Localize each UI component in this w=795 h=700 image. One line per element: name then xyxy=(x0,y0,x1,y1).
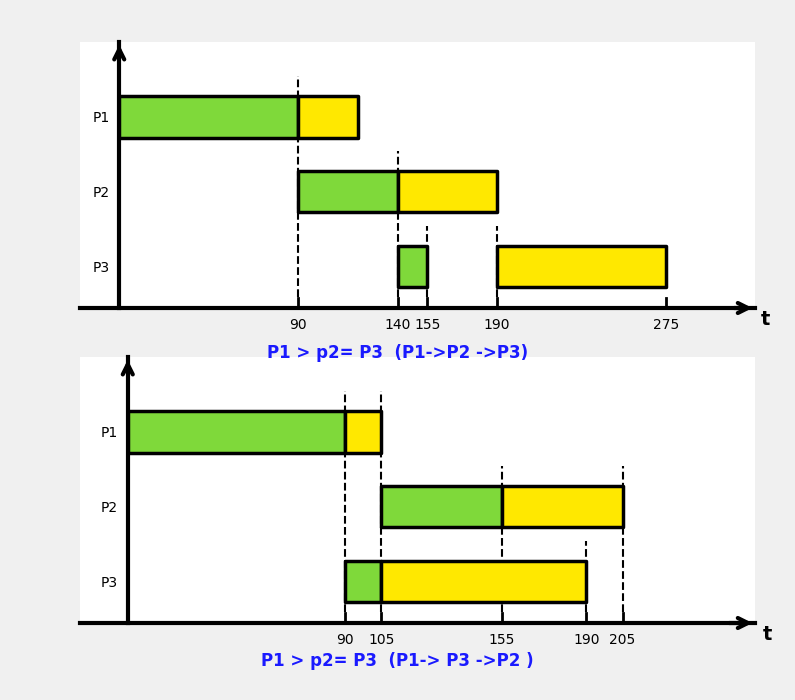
Text: P1 > p2= P3  (P1->P2 ->P3): P1 > p2= P3 (P1->P2 ->P3) xyxy=(267,344,528,363)
Text: P1 > p2= P3  (P1-> P3 ->P2 ): P1 > p2= P3 (P1-> P3 ->P2 ) xyxy=(262,652,533,671)
Text: t: t xyxy=(762,625,772,644)
Text: t: t xyxy=(761,310,770,329)
